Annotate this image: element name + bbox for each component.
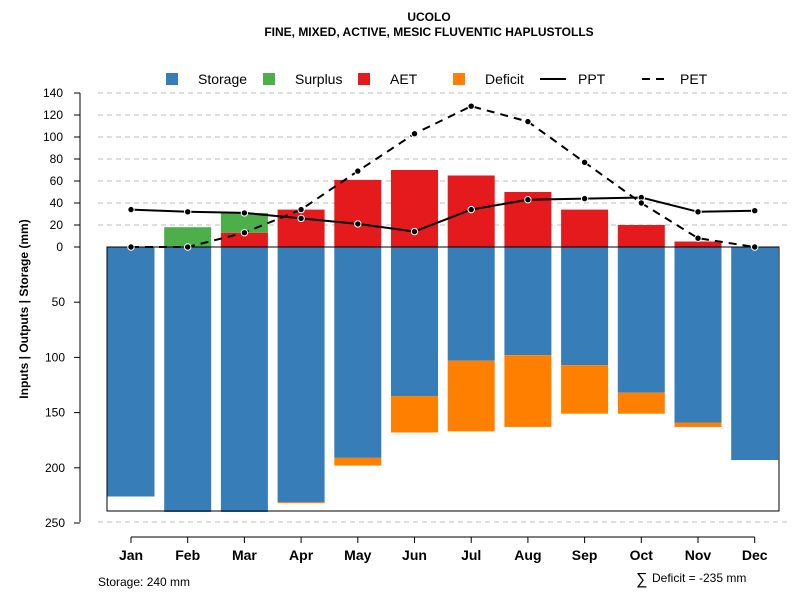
x-tick-label-oct: Oct [630, 547, 654, 563]
pet-line [131, 105, 755, 248]
deficit-bar-sep [561, 365, 609, 414]
y-tick-label: 50 [52, 295, 66, 309]
ppt-point-feb [184, 208, 192, 216]
pet-point-nov [694, 234, 702, 242]
pet-point-jun [410, 130, 419, 138]
storage-bar-oct [617, 247, 665, 393]
ppt-point-sep [580, 194, 589, 203]
deficit-bar-jul [447, 360, 495, 432]
y-tick-label: 0 [56, 240, 63, 254]
legend-label-surplus: Surplus [295, 71, 342, 87]
y-axis-title: Inputs | Outputs | Storage (mm) [17, 219, 31, 398]
storage-bar-jul [447, 247, 495, 361]
storage-bar-apr [277, 247, 325, 503]
y-tick-label: 200 [45, 461, 65, 475]
legend-label-storage: Storage [198, 71, 247, 87]
pet-point-mar [240, 229, 249, 237]
pet-point-sep [580, 158, 589, 167]
ppt-point-may [354, 220, 362, 228]
storage-bar-jan [107, 247, 155, 497]
pet-point-aug [524, 117, 532, 126]
pet-point-dec [751, 243, 759, 251]
deficit-bar-oct [617, 392, 665, 414]
ppt-point-jan [127, 205, 135, 214]
x-tick-label-mar: Mar [232, 547, 257, 563]
y-tick-label: 20 [50, 218, 64, 232]
storage-bar-aug [504, 247, 552, 356]
y-tick-label: 60 [50, 174, 64, 188]
ppt-point-dec [751, 207, 759, 215]
ppt-point-aug [524, 196, 532, 204]
ppt-point-jun [410, 227, 419, 236]
x-tick-label-apr: Apr [289, 547, 314, 563]
pet-point-jul [467, 102, 475, 110]
storage-bar-may [334, 247, 382, 458]
x-tick-label-nov: Nov [685, 547, 712, 563]
x-axis: Jan Feb Mar Apr May Jun Jul Aug Sep Oct Nov Dec [119, 536, 768, 563]
ppt-point-apr [297, 214, 305, 223]
line-layer [127, 102, 759, 251]
pet-point-oct [637, 199, 645, 207]
deficit-bar-jun [391, 396, 438, 433]
x-tick-label-jan: Jan [119, 547, 143, 563]
aet-bar-may [334, 179, 382, 247]
deficit-bar-aug [504, 355, 552, 427]
storage-bar-nov [674, 247, 722, 423]
chart-title: UCOLO [407, 10, 450, 24]
grid-lines [98, 92, 790, 523]
legend-swatch-surplus [263, 73, 275, 85]
x-tick-label-feb: Feb [175, 547, 200, 563]
ppt-point-mar [240, 209, 249, 217]
ppt-point-jul [467, 205, 475, 214]
sum-symbol-icon: ∑ [636, 571, 647, 588]
x-tick-label-aug: Aug [514, 547, 541, 563]
surplus-bar-feb [164, 227, 212, 247]
legend-label-ppt: PPT [578, 71, 606, 87]
storage-bar-sep [561, 247, 609, 366]
y-tick-label: 80 [50, 152, 64, 166]
y-tick-label: 40 [50, 196, 64, 210]
x-tick-label-jun: Jun [402, 547, 427, 563]
x-tick-label-may: May [344, 547, 371, 563]
x-tick-label-dec: Dec [742, 547, 768, 563]
legend: Storage Surplus AET Deficit PPT PET [166, 71, 708, 87]
legend-label-deficit: Deficit [485, 71, 524, 87]
x-tick-label-jul: Jul [461, 547, 481, 563]
y-tick-label: 120 [43, 108, 63, 122]
pet-point-may [354, 167, 362, 175]
legend-label-aet: AET [390, 71, 418, 87]
pet-point-apr [297, 205, 305, 214]
y-tick-label: 140 [43, 86, 63, 100]
y-tick-label: 100 [43, 130, 63, 144]
storage-bar-feb [164, 247, 212, 512]
aet-bar-nov [674, 241, 722, 247]
deficit-bar-apr [277, 502, 325, 504]
y-tick-label: 250 [45, 516, 65, 530]
aet-bar-oct [617, 225, 665, 247]
x-tick-label-sep: Sep [572, 547, 598, 563]
legend-swatch-storage [166, 73, 178, 85]
y-tick-label: 150 [45, 406, 65, 420]
aet-bar-sep [561, 209, 609, 247]
legend-swatch-aet [358, 73, 370, 85]
ppt-line [130, 196, 755, 233]
chart-subtitle: FINE, MIXED, ACTIVE, MESIC FLUVENTIC HAP… [264, 25, 593, 39]
bar-layer [107, 170, 779, 512]
storage-bar-dec [731, 247, 779, 461]
deficit-bar-may [334, 457, 382, 466]
deficit-note: Deficit = -235 mm [652, 571, 746, 585]
aet-bar-jun [391, 170, 438, 247]
deficit-bar-nov [674, 422, 722, 427]
legend-label-pet: PET [680, 71, 708, 87]
pet-point-feb [184, 243, 192, 251]
y-tick-label: 100 [45, 350, 65, 364]
legend-swatch-deficit [453, 73, 465, 85]
ppt-point-nov [694, 208, 702, 216]
pet-point-jan [127, 243, 135, 251]
storage-bar-jun [391, 247, 438, 397]
storage-bar-mar [220, 247, 268, 512]
storage-note: Storage: 240 mm [98, 575, 190, 589]
